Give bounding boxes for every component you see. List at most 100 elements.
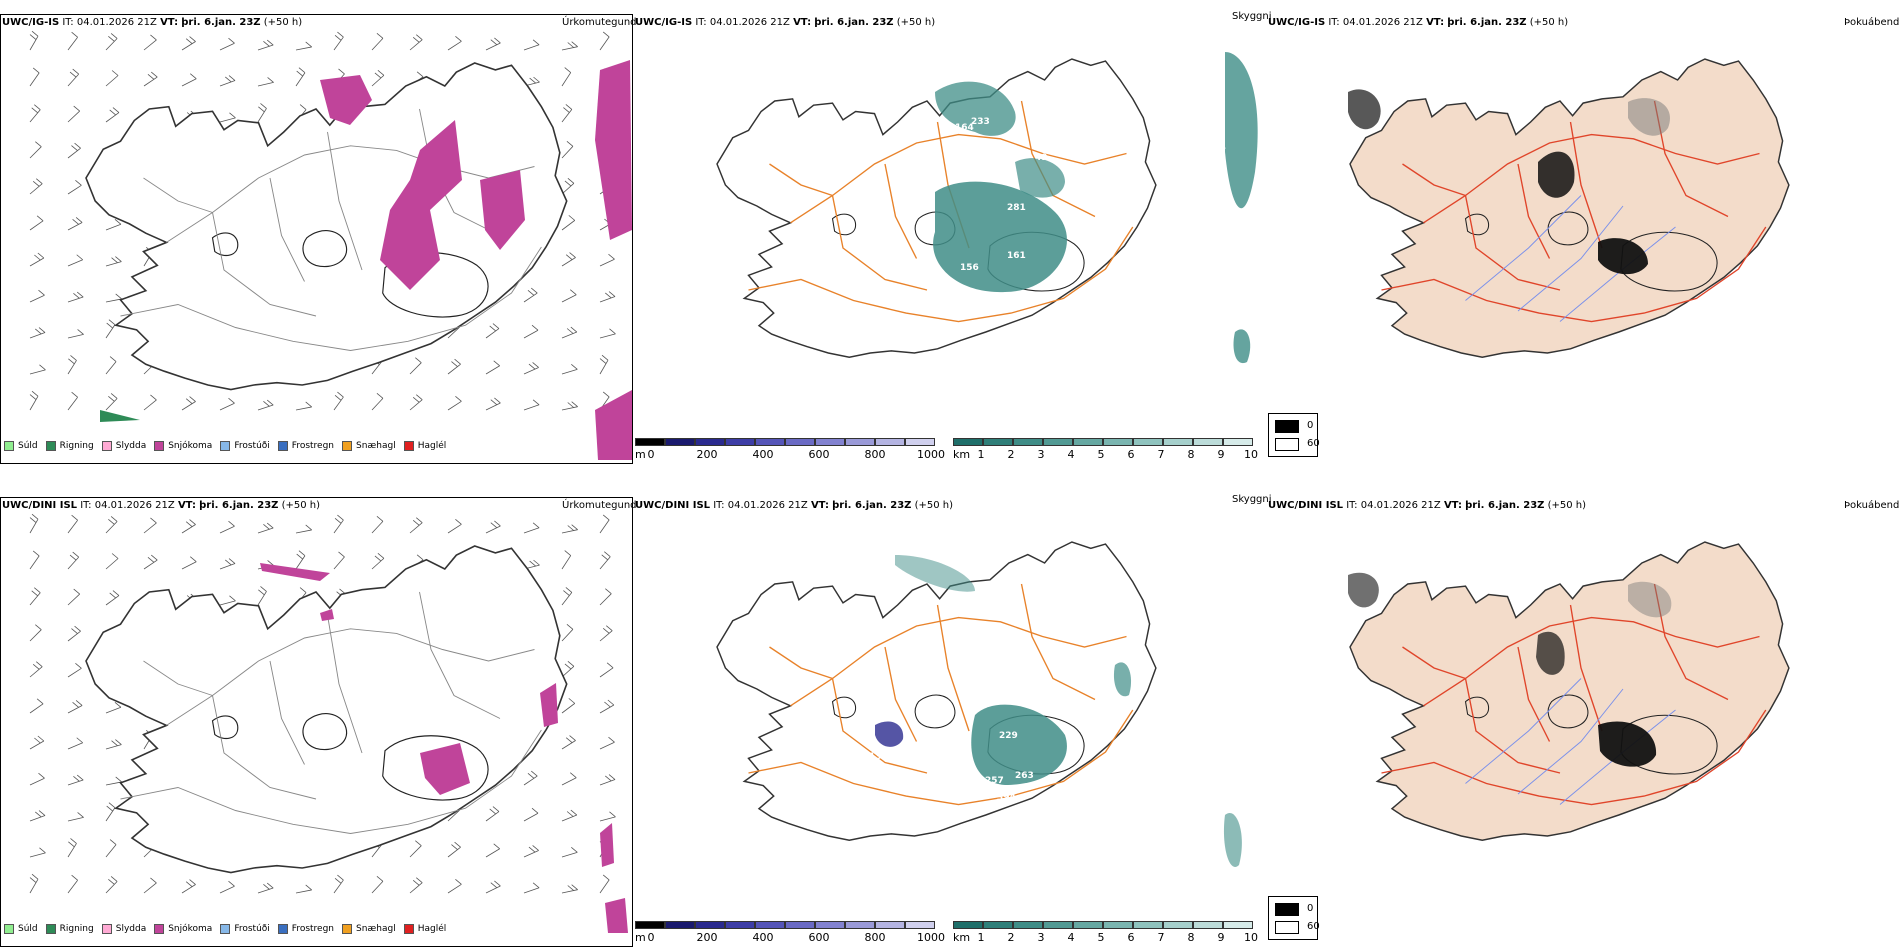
visibility-tick: 6: [1127, 448, 1135, 461]
fog-legend-label: 60: [1307, 921, 1320, 932]
legend-item: Súld: [4, 441, 38, 451]
valid-time: þri. 6.jan. 23Z: [1447, 17, 1527, 28]
legend-swatch: [277, 924, 288, 934]
panel-title-precip: Úrkomutegund: [562, 17, 637, 28]
colorbar-segment: [635, 921, 665, 929]
panel-header: UWC/IG-IS IT: 04.01.2026 21Z VT: þri. 6.…: [635, 16, 935, 30]
model-name: UWC/DINI ISL: [1268, 500, 1344, 511]
visibility-tick: 5: [1097, 448, 1105, 461]
visibility-colorbar: km 1 2 3 4 5 6 7 8 9 10: [953, 438, 1258, 461]
colorbar-segment: [1073, 438, 1103, 446]
colorbar-segment: [845, 921, 875, 929]
fog-map: [1348, 58, 1790, 358]
visibility-unit: km: [953, 448, 971, 461]
ceiling-label: 7: [925, 163, 931, 173]
valid-time: þri. 6.jan. 23Z: [181, 17, 261, 28]
visibility-tick: 1: [977, 931, 985, 944]
colorbar-segment: [1043, 438, 1073, 446]
ceiling-label: 164: [955, 123, 974, 133]
colorbar-segment: [1193, 921, 1223, 929]
model-name: UWC/DINI ISL: [635, 500, 711, 511]
visibility-tick: 9: [1217, 448, 1225, 461]
colorbar-segment: [1163, 921, 1193, 929]
fog-panel: UWC/DINI ISL IT: 04.01.2026 21Z VT: þri.…: [1268, 483, 1900, 950]
valid-label: VT:: [177, 500, 196, 511]
panel-header: UWC/IG-IS IT: 04.01.2026 21Z VT: þri. 6.…: [1268, 16, 1568, 30]
legend-label: Rigning: [59, 924, 94, 934]
valid-time: þri. 6.jan. 23Z: [832, 500, 912, 511]
lead-time: (+50 h): [1529, 17, 1569, 28]
cloud-panel: UWC/DINI ISL IT: 04.01.2026 21Z VT: þri.…: [635, 483, 1272, 950]
fog-legend-label: 0: [1307, 420, 1314, 431]
model-name: UWC/DINI ISL: [2, 500, 78, 511]
legend-item: Snjókoma: [154, 441, 212, 451]
colorbar-segment: [1103, 921, 1133, 929]
colorbar-segment: [695, 438, 725, 446]
ceiling-label: 263: [1015, 771, 1034, 781]
cloud-map: 229 133 257 263 394 399 84: [716, 541, 1242, 867]
colorbar-segment: [755, 438, 785, 446]
colorbar-segment: [1043, 921, 1073, 929]
colorbar-segment: [1103, 438, 1133, 446]
model-name: UWC/IG-IS: [635, 17, 693, 28]
fog-legend-label: 0: [1307, 903, 1314, 914]
fog-legend: 0 60: [1268, 413, 1320, 457]
colorbar-segment: [695, 921, 725, 929]
model-name: UWC/IG-IS: [2, 17, 60, 28]
legend-item: Snjókoma: [154, 924, 212, 934]
init-time: IT: 04.01.2026 21Z: [713, 500, 808, 511]
ceiling-label: 49: [1035, 153, 1048, 163]
lead-time: (+50 h): [896, 17, 936, 28]
ceiling-label: 233: [971, 117, 990, 127]
legend-swatch: [154, 441, 165, 451]
colorbar-segment: [1223, 438, 1253, 446]
visibility-tick: 1: [977, 448, 985, 461]
colorbar-segment: [725, 438, 755, 446]
colorbar-segment: [983, 921, 1013, 929]
panel-header: UWC/DINI ISL IT: 04.01.2026 21Z VT: þri.…: [2, 499, 320, 513]
visibility-tick: 3: [1037, 931, 1045, 944]
init-time: IT: 04.01.2026 21Z: [80, 500, 175, 511]
map-frame: [0, 14, 633, 464]
model-name: UWC/IG-IS: [1268, 17, 1326, 28]
legend-label: Frostregn: [291, 441, 335, 451]
visibility-colorbar: km 1 2 3 4 5 6 7 8 9 10: [953, 921, 1258, 944]
legend-item: Frostúði: [220, 924, 270, 934]
ceiling-label: 229: [999, 731, 1018, 741]
colorbar-segment: [635, 438, 665, 446]
legend-swatch: [277, 441, 288, 451]
colorbar-segment: [1133, 438, 1163, 446]
ceiling-tick: 1000: [917, 448, 945, 461]
visibility-tick: 8: [1187, 448, 1195, 461]
iceland-outline: [716, 541, 1157, 841]
panel-title-fog: Þokuábendi: [1844, 17, 1900, 28]
fog-panel: UWC/IG-IS IT: 04.01.2026 21Z VT: þri. 6.…: [1268, 0, 1900, 467]
legend-item: Snæhagl: [342, 924, 396, 934]
legend-label: Snjókoma: [168, 441, 213, 451]
legend-swatch: [342, 441, 353, 451]
legend-swatch: [45, 441, 56, 451]
legend-swatch: [220, 441, 231, 451]
lead-time: (+50 h): [914, 500, 954, 511]
legend-label: Slydda: [115, 441, 147, 451]
ceiling-tick: 0: [647, 931, 655, 944]
colorbar-segment: [953, 921, 983, 929]
iceland-outline: [1349, 541, 1790, 841]
precip-panel: UWC/IG-IS IT: 04.01.2026 21Z VT: þri. 6.…: [0, 0, 637, 467]
valid-time: þri. 6.jan. 23Z: [1465, 500, 1545, 511]
fog-legend-swatch: [1275, 420, 1299, 433]
visibility-unit: km: [953, 931, 971, 944]
legend-item: Snæhagl: [342, 441, 396, 451]
legend-item: Súld: [4, 924, 38, 934]
visibility-tick: 7: [1157, 448, 1165, 461]
colorbar-segment: [1073, 921, 1103, 929]
visibility-tick: 2: [1007, 931, 1015, 944]
ceiling-label: 864: [1207, 143, 1226, 153]
legend-item: Slydda: [101, 924, 146, 934]
legend-item: Rigning: [45, 441, 94, 451]
ceiling-label: 281: [1007, 203, 1026, 213]
ceiling-tick: 800: [864, 448, 886, 461]
panel-header: UWC/DINI ISL IT: 04.01.2026 21Z VT: þri.…: [635, 499, 953, 513]
legend-swatch: [154, 924, 165, 934]
